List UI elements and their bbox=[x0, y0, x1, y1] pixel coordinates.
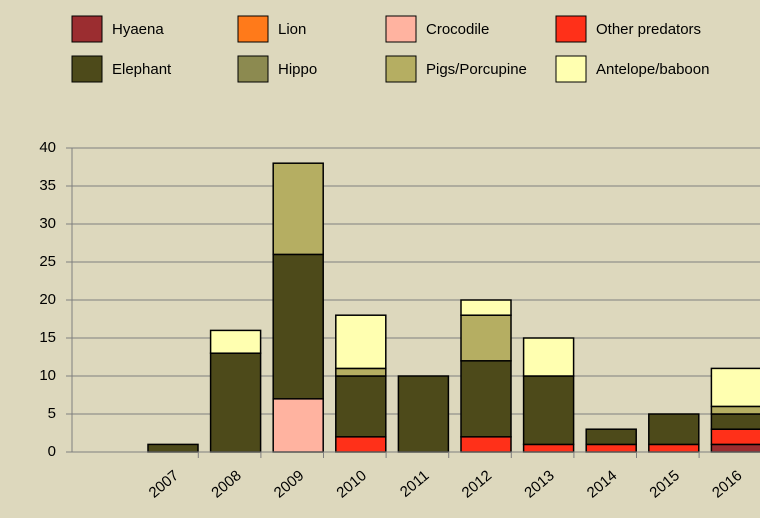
legend-label: Other predators bbox=[596, 21, 701, 38]
y-tick-label: 40 bbox=[39, 139, 56, 156]
legend-label: Lion bbox=[278, 21, 306, 38]
bar-segment bbox=[335, 375, 387, 438]
x-tick-label: 2012 bbox=[459, 467, 495, 501]
bar-segment bbox=[460, 436, 512, 453]
bar-segment bbox=[335, 367, 387, 377]
legend-swatch bbox=[555, 55, 587, 83]
bar-segment bbox=[710, 428, 760, 446]
bar-segment bbox=[272, 398, 324, 453]
bar-segment bbox=[585, 443, 637, 453]
bar-segment bbox=[585, 428, 637, 446]
legend-swatch bbox=[71, 55, 103, 83]
bar-segment bbox=[147, 443, 199, 453]
legend-swatch bbox=[237, 55, 269, 83]
bar-segment bbox=[522, 337, 575, 377]
bar-segment bbox=[209, 329, 262, 354]
x-tick-label: 2014 bbox=[584, 467, 620, 501]
bar-segment bbox=[710, 405, 760, 415]
bar-segment bbox=[272, 253, 324, 400]
y-tick-label: 5 bbox=[48, 405, 56, 422]
legend-swatch bbox=[385, 55, 417, 83]
bar-segment bbox=[648, 443, 700, 453]
x-tick-label: 2015 bbox=[646, 467, 682, 501]
legend-label: Pigs/Porcupine bbox=[426, 61, 527, 78]
bar-segment bbox=[710, 367, 760, 408]
bar-segment bbox=[710, 443, 760, 453]
bar-segment bbox=[710, 413, 760, 430]
bar-segment bbox=[648, 413, 700, 446]
legend-swatch bbox=[71, 15, 103, 43]
bar-segment bbox=[209, 352, 262, 453]
bar-segment bbox=[460, 314, 512, 362]
legend-label: Hippo bbox=[278, 61, 317, 78]
legend-swatch bbox=[555, 15, 587, 43]
legend-label: Crocodile bbox=[426, 21, 489, 38]
x-tick-label: 2016 bbox=[709, 467, 745, 501]
legend-swatch bbox=[385, 15, 417, 43]
y-tick-label: 30 bbox=[39, 215, 56, 232]
x-tick-label: 2009 bbox=[271, 467, 307, 501]
bar-segment bbox=[397, 375, 450, 453]
y-tick-label: 15 bbox=[39, 329, 56, 346]
legend-label: Hyaena bbox=[112, 21, 164, 38]
legend-label: Antelope/baboon bbox=[596, 61, 709, 78]
bar-segment bbox=[522, 375, 575, 446]
y-tick-label: 35 bbox=[39, 177, 56, 194]
bar-segment bbox=[335, 436, 387, 453]
legend-label: Elephant bbox=[112, 61, 172, 78]
y-tick-label: 25 bbox=[39, 253, 56, 270]
x-tick-label: 2008 bbox=[208, 467, 244, 501]
legend-swatch bbox=[237, 15, 269, 43]
x-tick-label: 2007 bbox=[146, 467, 182, 501]
bar-segment bbox=[522, 443, 575, 453]
y-tick-label: 20 bbox=[39, 291, 56, 308]
y-tick-label: 10 bbox=[39, 367, 56, 384]
x-tick-label: 2013 bbox=[521, 467, 557, 501]
bar-segment bbox=[335, 314, 387, 370]
bar-segment bbox=[460, 360, 512, 438]
x-tick-label: 2010 bbox=[333, 467, 369, 501]
bar-segment bbox=[460, 299, 512, 316]
x-tick-label: 2011 bbox=[397, 467, 433, 501]
y-tick-label: 0 bbox=[48, 443, 56, 460]
bar-segment bbox=[272, 162, 324, 256]
